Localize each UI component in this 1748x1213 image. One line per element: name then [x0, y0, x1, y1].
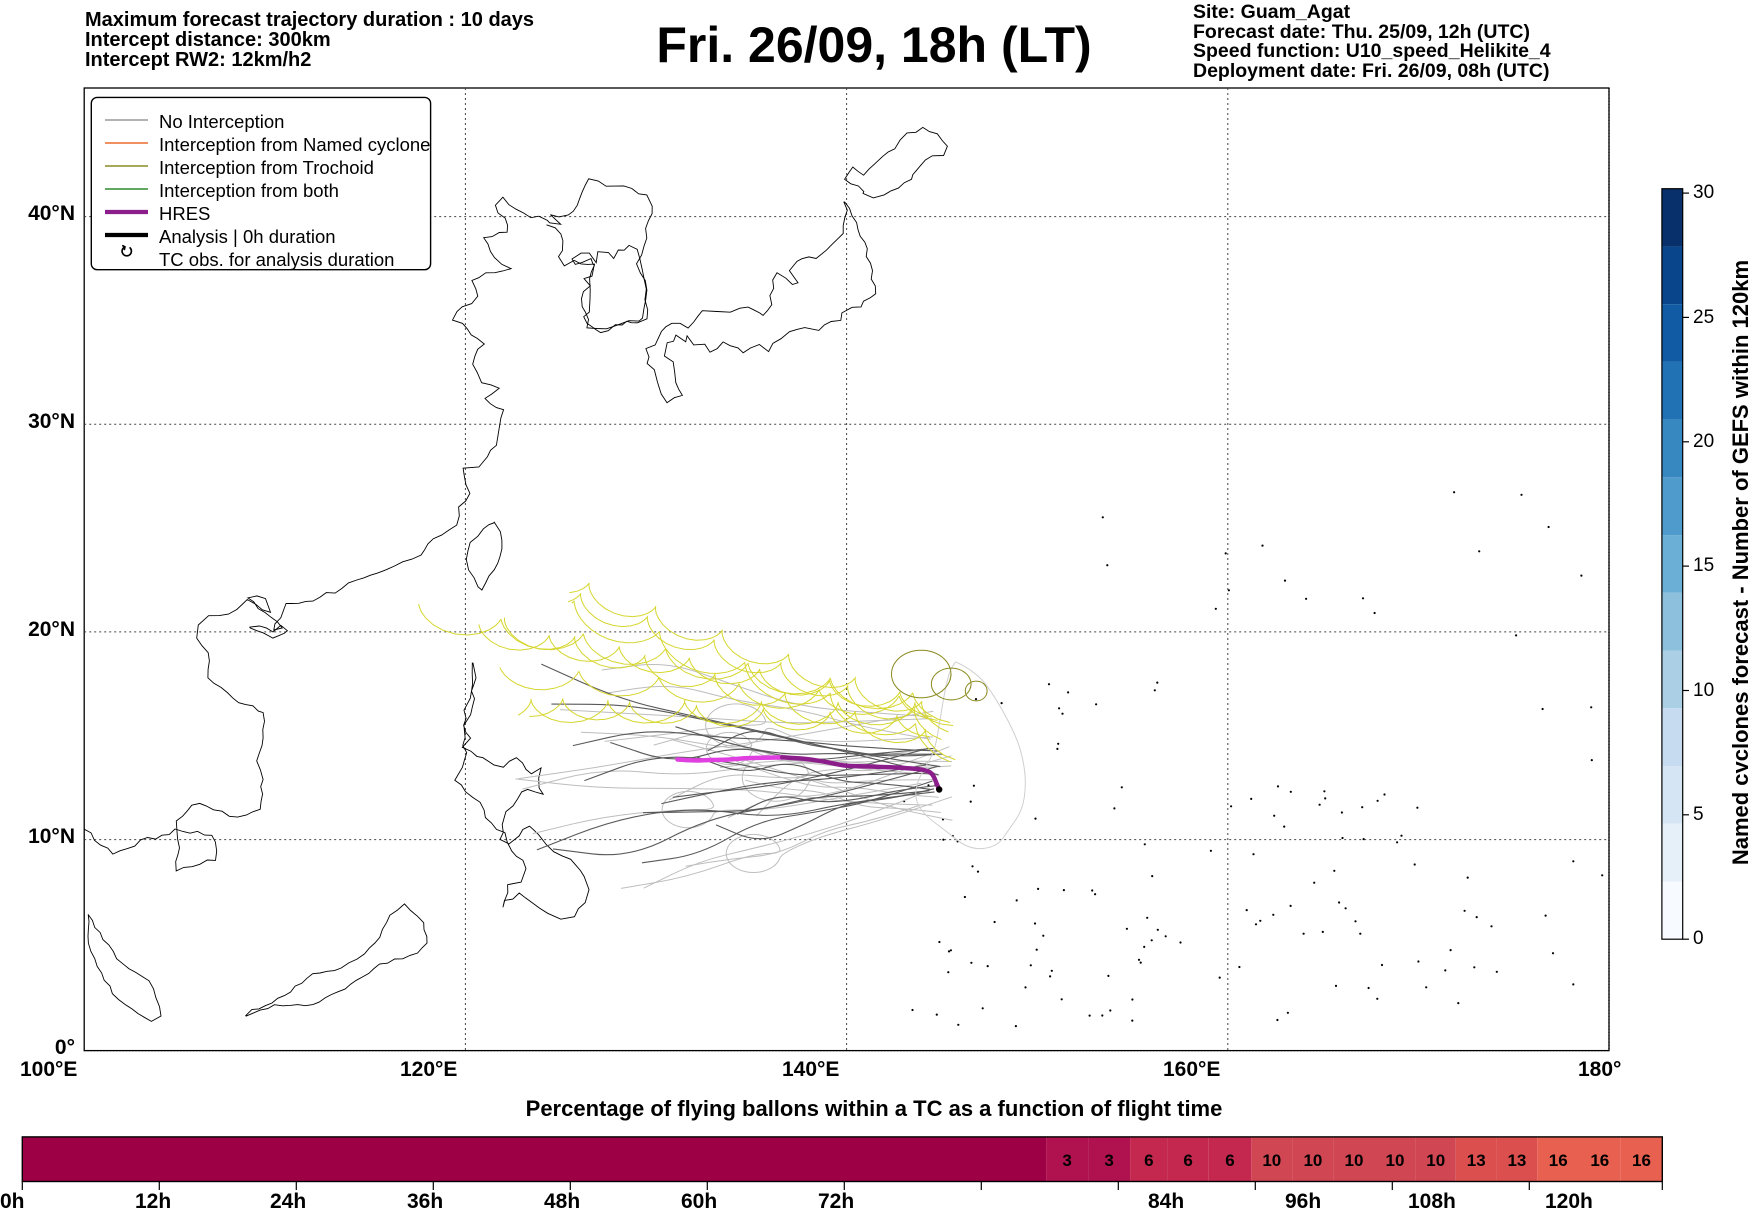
svg-text:10: 10	[1303, 1151, 1322, 1170]
svg-text:16: 16	[1590, 1151, 1609, 1170]
svg-text:16: 16	[1549, 1151, 1568, 1170]
svg-text:6: 6	[1183, 1151, 1192, 1170]
svg-text:6: 6	[1144, 1151, 1153, 1170]
svg-text:10: 10	[1386, 1151, 1405, 1170]
svg-text:10: 10	[1345, 1151, 1364, 1170]
svg-text:13: 13	[1507, 1151, 1526, 1170]
svg-text:10: 10	[1262, 1151, 1281, 1170]
svg-text:3: 3	[1104, 1151, 1113, 1170]
svg-text:3: 3	[1062, 1151, 1071, 1170]
svg-text:6: 6	[1225, 1151, 1234, 1170]
svg-text:16: 16	[1632, 1151, 1651, 1170]
svg-text:13: 13	[1467, 1151, 1486, 1170]
svg-text:10: 10	[1426, 1151, 1445, 1170]
